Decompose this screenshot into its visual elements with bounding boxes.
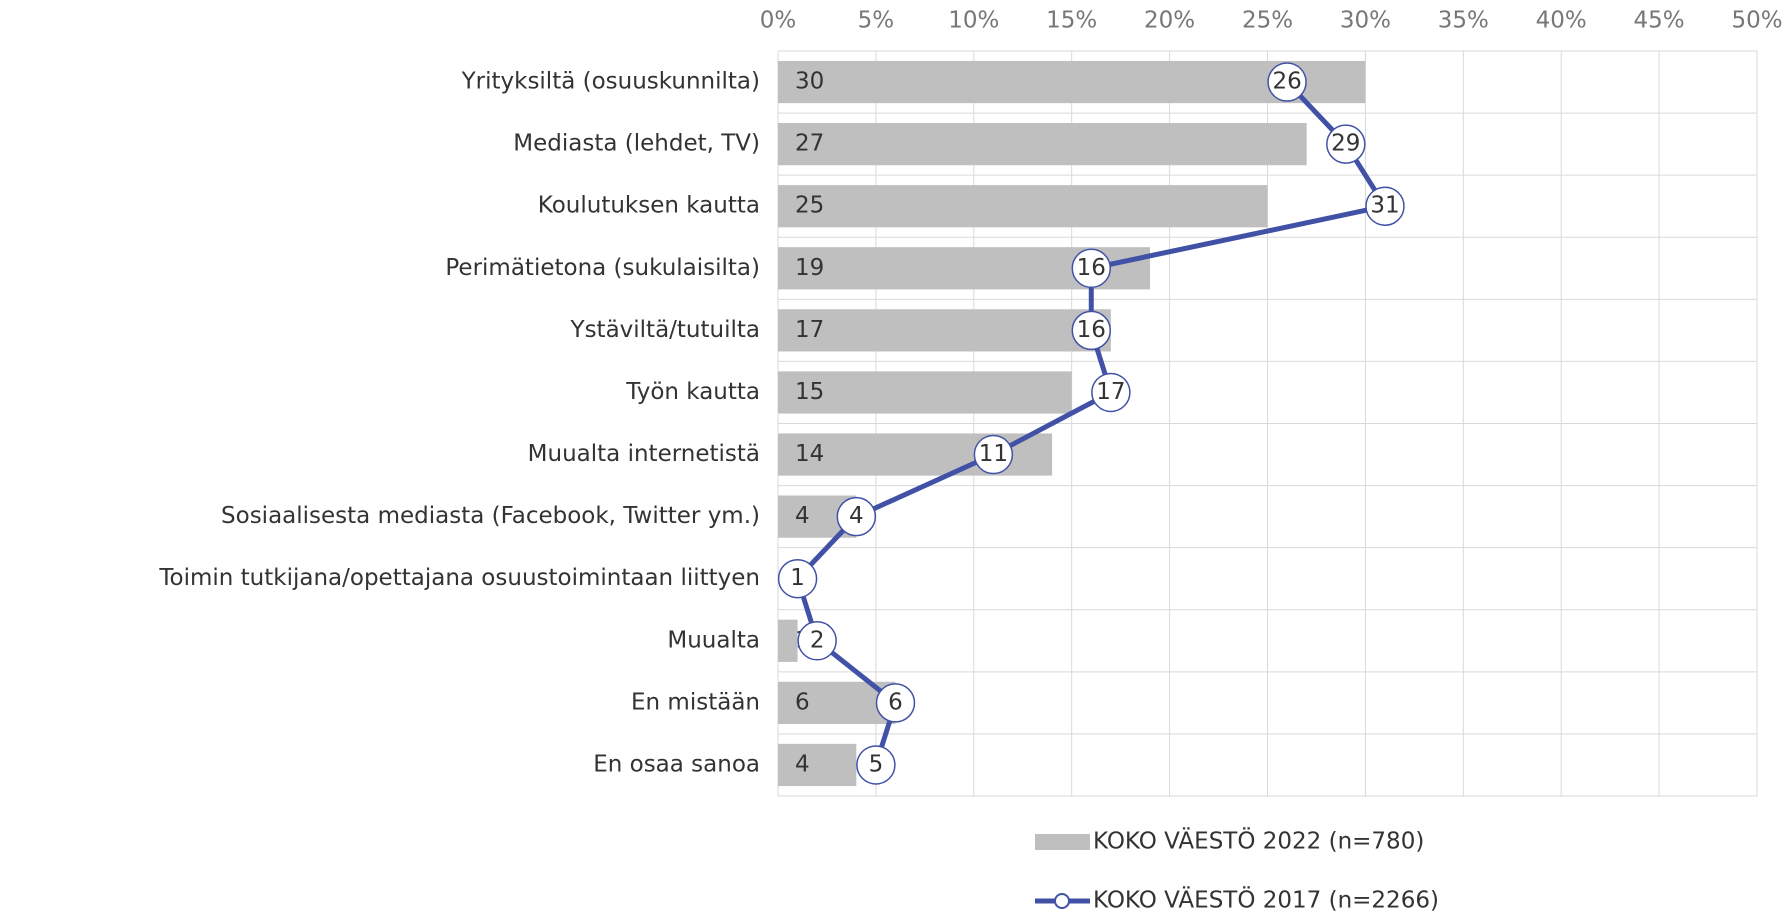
line-marker	[1267, 62, 1307, 102]
bar-value-label: 14	[795, 441, 824, 467]
bar	[778, 743, 857, 787]
line-value-label: 26	[1272, 69, 1301, 95]
bar-value-label: 19	[795, 255, 824, 281]
line-marker	[1365, 186, 1405, 226]
x-tick-label: 10%	[948, 8, 999, 34]
x-tick-label: 35%	[1438, 8, 1489, 34]
line-value-label: 31	[1370, 193, 1399, 219]
line-marker	[856, 745, 896, 785]
legend-swatch	[1054, 893, 1070, 909]
category-label: Työn kautta	[625, 379, 760, 405]
line-value-label: 2	[810, 627, 825, 653]
x-tick-label: 25%	[1242, 8, 1293, 34]
x-tick-label: 5%	[858, 8, 895, 34]
category-label: Perimätietona (sukulaisilta)	[445, 255, 760, 281]
bar-value-label: 6	[795, 689, 810, 715]
bar-value-label: 4	[795, 503, 810, 529]
bar-value-label: 4	[795, 751, 810, 777]
line-value-label: 17	[1096, 379, 1125, 405]
x-tick-label: 20%	[1144, 8, 1195, 34]
line-marker	[973, 434, 1014, 475]
line-marker	[1091, 372, 1131, 413]
bar	[778, 123, 1307, 166]
category-label: Sosiaalisesta mediasta (Facebook, Twitte…	[221, 503, 760, 529]
legend-label: KOKO VÄESTÖ 2022 (n=780)	[1093, 827, 1424, 855]
bar	[778, 309, 1111, 352]
category-label: Ystäviltä/tutuilta	[570, 317, 760, 343]
x-tick-label: 45%	[1634, 8, 1685, 34]
line-marker	[1326, 124, 1366, 164]
bar-value-label: 27	[795, 131, 824, 157]
x-tick-label: 40%	[1536, 8, 1587, 34]
category-label: Muualta internetistä	[528, 441, 760, 467]
line-value-label: 11	[979, 441, 1008, 467]
line-marker	[797, 621, 837, 661]
line-marker	[1071, 310, 1112, 351]
category-label: Muualta	[667, 627, 760, 653]
bar-value-label: 25	[795, 193, 824, 219]
line-marker	[875, 683, 916, 723]
category-label: Toimin tutkijana/opettajana osuustoimint…	[158, 565, 760, 591]
bar-value-label: 15	[795, 379, 824, 405]
category-label: Koulutuksen kautta	[538, 193, 760, 219]
bar	[778, 371, 1072, 414]
category-label: Yrityksiltä (osuuskunnilta)	[461, 69, 760, 95]
legend-label: KOKO VÄESTÖ 2017 (n=2266)	[1093, 886, 1439, 914]
line-value-label: 29	[1331, 131, 1360, 157]
x-tick-label: 50%	[1731, 8, 1782, 34]
bar	[778, 185, 1268, 228]
line-value-label: 16	[1077, 255, 1106, 281]
legend-swatch	[1035, 834, 1090, 850]
line-value-label: 4	[849, 503, 864, 529]
bar	[778, 619, 798, 662]
line-value-label: 6	[888, 689, 903, 715]
line-value-label: 16	[1077, 317, 1106, 343]
category-label: En osaa sanoa	[593, 751, 760, 777]
bar-value-label: 17	[795, 317, 824, 343]
x-tick-label: 0%	[760, 8, 797, 34]
line-marker	[836, 496, 877, 537]
x-tick-label: 15%	[1046, 8, 1097, 34]
bar-value-label: 30	[795, 69, 824, 95]
line-value-label: 1	[790, 565, 805, 591]
category-label: Mediasta (lehdet, TV)	[513, 131, 760, 157]
line-value-label: 5	[869, 751, 884, 777]
category-label: En mistään	[631, 689, 760, 715]
x-tick-label: 30%	[1340, 8, 1391, 34]
line-marker	[777, 558, 818, 599]
line-marker	[1071, 248, 1112, 289]
